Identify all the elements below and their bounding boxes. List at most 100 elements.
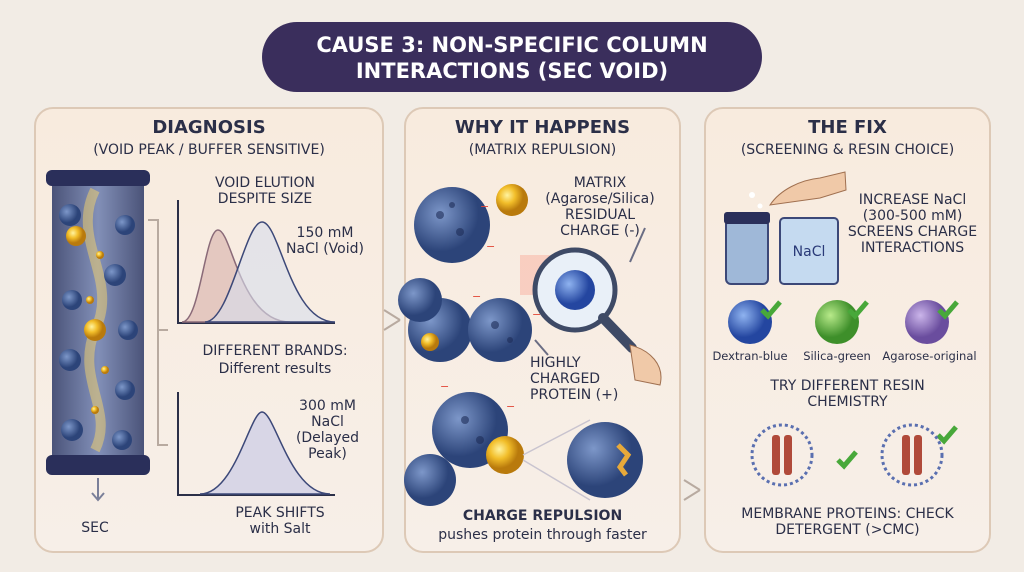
illustration-shape (772, 435, 780, 475)
illustration-shape (115, 215, 135, 235)
illustration-shape (476, 436, 484, 444)
illustration-shape (936, 425, 958, 445)
panel-heading: THE FIX (808, 117, 887, 138)
illustration-shape (61, 419, 83, 441)
illustration-shape (46, 170, 150, 186)
illustration-shape (629, 227, 646, 263)
illustration-shape (148, 219, 168, 446)
label: TRY DIFFERENT RESIN CHEMISTRY (770, 378, 925, 411)
label: HIGHLY CHARGED PROTEIN (+) (530, 355, 619, 404)
illustration-shape (177, 392, 335, 496)
illustration-shape (66, 226, 109, 414)
illustration-shape (46, 455, 150, 475)
charge-sign: − (472, 290, 481, 303)
charge-sign: − (486, 240, 495, 253)
illustration-shape (91, 406, 99, 414)
illustration-shape (421, 184, 528, 474)
illustration-shape (101, 366, 109, 374)
illustration-shape (59, 204, 138, 450)
illustration-shape (204, 221, 336, 323)
panel-heading: WHY IT HAPPENS (454, 117, 631, 138)
illustration-shape (772, 435, 922, 475)
title: CAUSE 3: NON-SPECIFIC COLUMN INTERACTION… (316, 33, 708, 84)
illustration-shape (567, 422, 643, 498)
illustration-shape (725, 219, 769, 285)
illustration-shape (724, 212, 770, 224)
illustration-shape (750, 423, 814, 487)
charge-sign: − (480, 200, 489, 213)
illustration-shape (112, 430, 132, 450)
illustration-shape (555, 270, 595, 310)
illustration-shape (62, 290, 82, 310)
illustration-shape (414, 187, 490, 263)
label: Silica-green (803, 349, 871, 363)
illustration-shape (598, 313, 637, 353)
illustration-shape (760, 300, 782, 320)
illustration-shape (177, 200, 335, 324)
illustration-shape (880, 423, 944, 487)
panel-subheading: (SCREENING & RESIN CHOICE) (740, 142, 955, 158)
illustration-shape (522, 419, 591, 501)
illustration-shape (760, 300, 959, 470)
illustration-shape (436, 202, 513, 444)
illustration-shape (118, 320, 138, 340)
illustration-shape (914, 435, 922, 475)
illustration-shape (496, 184, 528, 216)
illustration-shape (779, 217, 839, 285)
illustration-shape (749, 192, 755, 198)
illustration-shape (199, 411, 331, 495)
label: CHARGE REPULSION (462, 508, 623, 524)
illustration-shape (461, 416, 469, 424)
illustration-shape (59, 204, 81, 226)
illustration-shape (847, 300, 869, 320)
illustration-shape (616, 443, 632, 477)
illustration-shape (456, 228, 464, 236)
illustration-shape (66, 226, 86, 246)
illustration-shape (104, 264, 126, 286)
label: VOID ELUTION DESPITE SIZE (214, 175, 316, 208)
illustration-shape (262, 22, 762, 92)
illustration-shape (436, 211, 444, 219)
panel-subheading: (VOID PEAK / BUFFER SENSITIVE) (93, 142, 325, 158)
label: INCREASE NaCl (300-500 mM) SCREENS CHARG… (847, 192, 978, 257)
illustration-shape (728, 300, 772, 344)
label: MATRIX (Agarose/Silica) RESIDUAL CHARGE … (545, 175, 655, 240)
label: Agarose-original (882, 349, 977, 363)
charge-sign: − (440, 380, 449, 393)
illustration-shape: − − − − − − (440, 200, 541, 413)
illustration-shape (905, 300, 949, 344)
label: pushes protein through faster (438, 527, 647, 543)
illustration-shape (629, 344, 662, 386)
illustration-shape (534, 339, 549, 356)
illustration-shape (757, 203, 763, 209)
illustration-shape (84, 319, 106, 341)
label: MEMBRANE PROTEINS: CHECK DETERGENT (>CMC… (741, 506, 954, 539)
illustration-shape (937, 300, 959, 320)
beaker-label: NaCl (792, 244, 826, 260)
illustration-shape (784, 435, 792, 475)
illustration-shape (404, 454, 456, 506)
label: Dextran-blue (712, 349, 788, 363)
illustration-shape (507, 337, 513, 343)
label: DIFFERENT BRANDS: (202, 343, 348, 359)
illustration-shape (468, 298, 532, 362)
charge-sign: − (506, 400, 515, 413)
illustration-shape (398, 278, 442, 322)
illustration-shape (91, 478, 105, 502)
illustration-shape (683, 479, 701, 501)
panel-subheading: (MATRIX REPULSION) (468, 142, 617, 158)
illustration-shape (115, 380, 135, 400)
illustration-shape (86, 296, 94, 304)
illustration-shape (398, 187, 532, 506)
illustration-shape (59, 349, 81, 371)
illustration-shape (449, 202, 455, 208)
label: SEC (81, 520, 109, 536)
illustration-shape (486, 436, 524, 474)
illustration-shape (383, 309, 401, 331)
label: 300 mM NaCl (Delayed Peak) (295, 398, 360, 463)
illustration-shape (815, 300, 859, 344)
illustration-shape (836, 450, 858, 470)
illustration-shape (768, 171, 847, 206)
